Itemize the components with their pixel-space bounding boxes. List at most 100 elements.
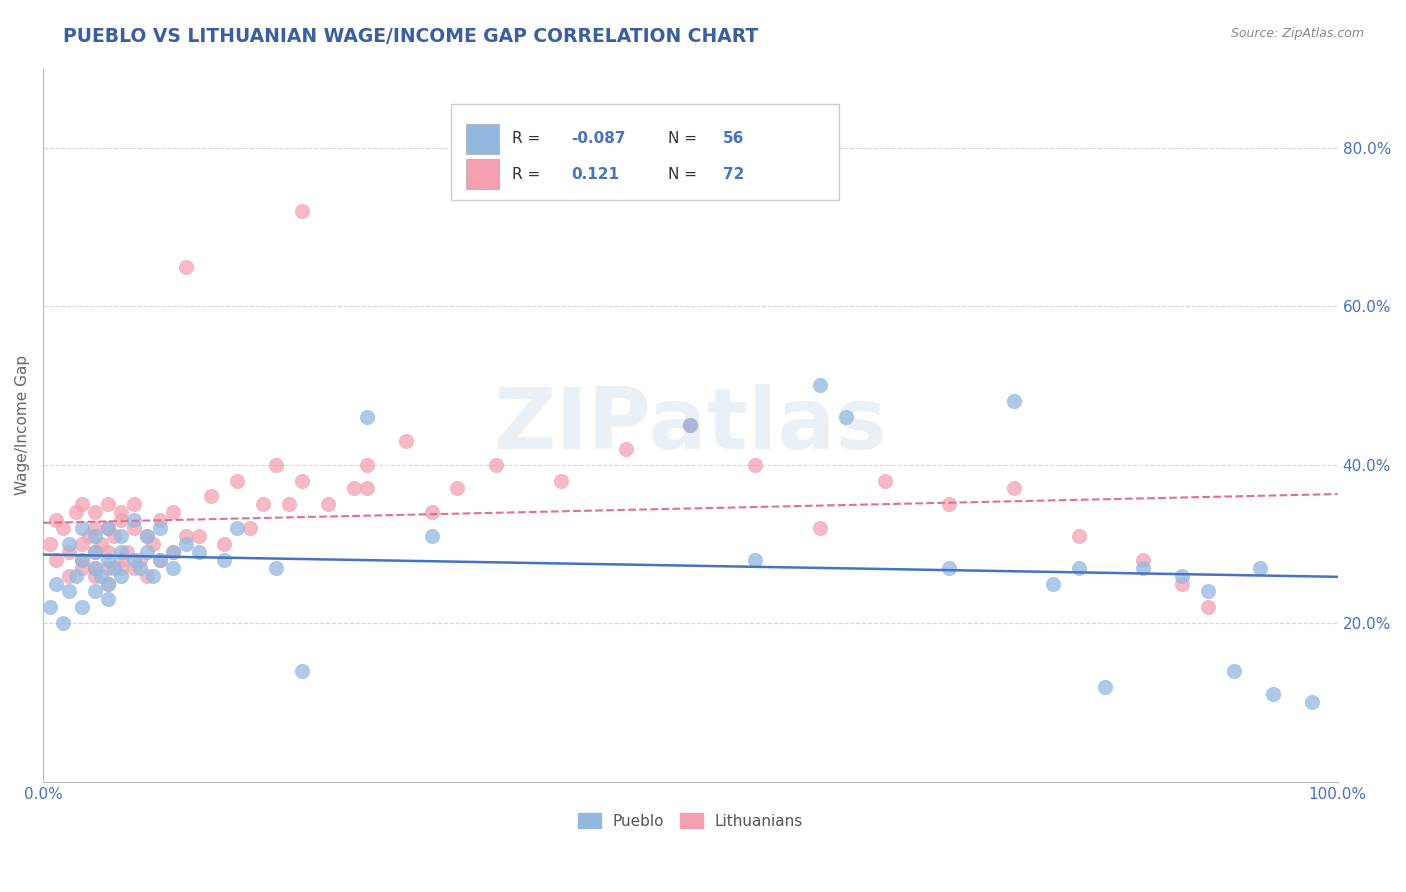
Point xyxy=(420,529,443,543)
Text: N =: N = xyxy=(668,167,702,182)
Point xyxy=(70,560,93,574)
Point xyxy=(58,537,80,551)
Point xyxy=(110,505,132,519)
Point xyxy=(356,482,378,496)
Point xyxy=(162,545,184,559)
Point xyxy=(252,497,274,511)
Point xyxy=(808,378,831,392)
Point xyxy=(97,592,120,607)
Point xyxy=(446,482,468,496)
Point xyxy=(129,560,152,574)
Point xyxy=(1301,695,1323,709)
Point xyxy=(214,537,236,551)
Point xyxy=(52,521,75,535)
Point xyxy=(84,568,107,582)
Point xyxy=(110,545,132,559)
Legend: Pueblo, Lithuanians: Pueblo, Lithuanians xyxy=(572,806,810,835)
Point xyxy=(187,545,209,559)
Point xyxy=(214,553,236,567)
Point xyxy=(97,560,120,574)
FancyBboxPatch shape xyxy=(467,160,499,189)
Point xyxy=(356,410,378,425)
Point xyxy=(149,521,172,535)
FancyBboxPatch shape xyxy=(467,124,499,153)
Point xyxy=(1094,680,1116,694)
Point xyxy=(110,529,132,543)
Point xyxy=(395,434,418,448)
Point xyxy=(90,537,112,551)
Point xyxy=(135,529,157,543)
Point xyxy=(1249,560,1271,574)
Point xyxy=(58,545,80,559)
Point xyxy=(65,505,87,519)
Point xyxy=(356,458,378,472)
Point xyxy=(84,505,107,519)
Point xyxy=(938,497,960,511)
Point xyxy=(45,553,67,567)
Point xyxy=(122,553,145,567)
Point xyxy=(70,553,93,567)
Point xyxy=(122,497,145,511)
Text: R =: R = xyxy=(512,167,546,182)
Point xyxy=(129,553,152,567)
Point xyxy=(149,553,172,567)
Point xyxy=(84,521,107,535)
Point xyxy=(77,529,100,543)
Point xyxy=(679,418,702,433)
Point xyxy=(679,418,702,433)
Point xyxy=(122,560,145,574)
Point xyxy=(70,537,93,551)
Point xyxy=(187,529,209,543)
Point xyxy=(226,474,249,488)
Point xyxy=(45,576,67,591)
Point xyxy=(84,545,107,559)
Text: 0.121: 0.121 xyxy=(571,167,619,182)
Text: R =: R = xyxy=(512,131,546,146)
Point xyxy=(1002,482,1025,496)
Point xyxy=(1171,568,1194,582)
Point xyxy=(1132,560,1154,574)
Point xyxy=(84,545,107,559)
Point xyxy=(1042,576,1064,591)
Point xyxy=(135,529,157,543)
Point xyxy=(744,553,766,567)
Point xyxy=(1171,576,1194,591)
Point xyxy=(142,537,165,551)
Text: N =: N = xyxy=(668,131,702,146)
Point xyxy=(122,513,145,527)
Point xyxy=(142,568,165,582)
Point xyxy=(122,521,145,535)
Point xyxy=(614,442,637,456)
Point xyxy=(97,521,120,535)
Text: PUEBLO VS LITHUANIAN WAGE/INCOME GAP CORRELATION CHART: PUEBLO VS LITHUANIAN WAGE/INCOME GAP COR… xyxy=(63,27,758,45)
Point xyxy=(420,505,443,519)
Point xyxy=(97,576,120,591)
Point xyxy=(110,568,132,582)
Text: Source: ZipAtlas.com: Source: ZipAtlas.com xyxy=(1230,27,1364,40)
Point xyxy=(65,568,87,582)
Point xyxy=(58,584,80,599)
Point xyxy=(84,560,107,574)
Point xyxy=(1197,600,1219,615)
Point xyxy=(1132,553,1154,567)
Point xyxy=(1067,560,1090,574)
Point xyxy=(174,260,197,274)
Point xyxy=(835,410,858,425)
Point xyxy=(70,600,93,615)
Point xyxy=(278,497,301,511)
Point xyxy=(291,664,314,678)
Point xyxy=(110,553,132,567)
Point xyxy=(162,560,184,574)
Point xyxy=(90,568,112,582)
Point xyxy=(97,553,120,567)
Point xyxy=(97,521,120,535)
Point xyxy=(316,497,339,511)
Point xyxy=(162,545,184,559)
Point xyxy=(52,616,75,631)
Point xyxy=(1002,394,1025,409)
Point xyxy=(70,497,93,511)
Point xyxy=(873,474,896,488)
Point xyxy=(343,482,366,496)
Point xyxy=(744,458,766,472)
Point xyxy=(264,560,287,574)
